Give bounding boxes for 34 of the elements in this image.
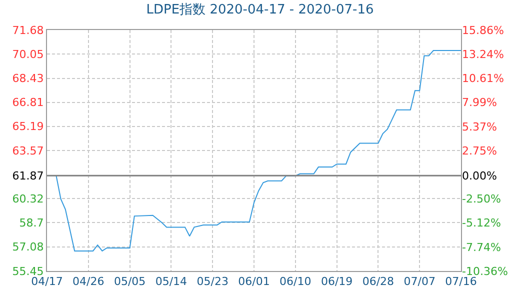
y2-tick-label: 7.99% — [462, 96, 497, 110]
y2-tick-label: 10.61% — [462, 72, 504, 86]
x-tick-label: 06/01 — [238, 275, 270, 288]
x-tick-label: 06/10 — [280, 275, 312, 288]
y-tick-label: 70.05 — [12, 48, 44, 62]
x-tick-label: 07/16 — [445, 275, 477, 288]
x-tick-label: 06/28 — [362, 275, 394, 288]
y2-tick-label: 5.37% — [462, 120, 497, 134]
x-tick-label: 04/26 — [72, 275, 104, 288]
chart-title: LDPE指数 2020-04-17 - 2020-07-16 — [146, 2, 374, 18]
y-tick-label: 65.19 — [12, 120, 44, 134]
y-tick-label: 58.7 — [19, 216, 44, 230]
y2-tick-label: 13.24% — [462, 48, 504, 61]
x-tick-label: 06/19 — [320, 275, 353, 288]
y2-tick-label: -10.36% — [462, 264, 508, 278]
y-tick-label: 63.57 — [12, 144, 44, 158]
x-tick-label: 05/14 — [155, 275, 188, 288]
y-tick-label: 71.68 — [12, 24, 44, 37]
x-tick-label: 04/17 — [31, 275, 63, 288]
y2-tick-label: -7.74% — [462, 240, 501, 254]
y-tick-label: 66.81 — [12, 96, 44, 110]
y-tick-label: 61.87 — [12, 170, 44, 183]
x-tick-label: 05/23 — [196, 275, 228, 288]
y2-tick-label: 15.86% — [462, 24, 504, 37]
y-tick-label: 57.08 — [12, 240, 44, 254]
y-tick-label: 68.43 — [12, 72, 44, 86]
y-tick-label: 55.45 — [12, 264, 44, 278]
y2-tick-label: -2.50% — [462, 192, 501, 206]
y2-tick-label: 0.00% — [462, 170, 497, 183]
y-tick-label: 60.32 — [12, 192, 44, 206]
x-tick-label: 07/07 — [404, 275, 436, 288]
y2-tick-label: -5.12% — [462, 216, 501, 230]
y2-tick-label: 2.75% — [462, 144, 497, 158]
x-tick-label: 05/05 — [114, 275, 146, 288]
